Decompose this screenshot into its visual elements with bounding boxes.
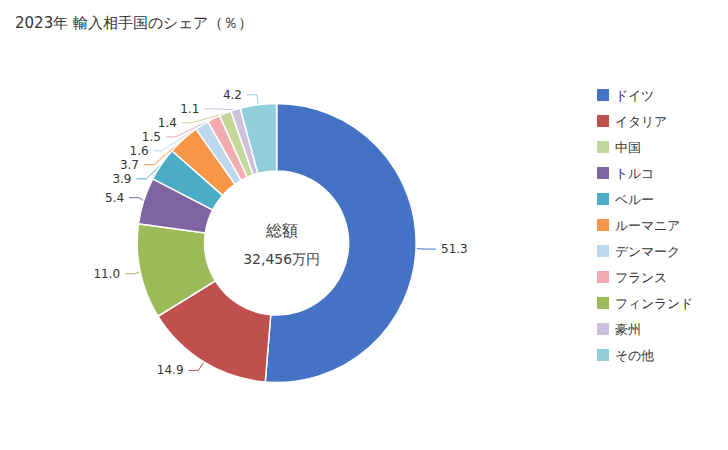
svg-text:ベルー: ベルー bbox=[615, 192, 654, 207]
svg-text:51.3: 51.3 bbox=[441, 242, 468, 256]
svg-text:その他: その他 bbox=[615, 348, 654, 363]
svg-text:デンマーク: デンマーク bbox=[615, 244, 680, 259]
svg-text:フィンランド: フィンランド bbox=[615, 296, 693, 311]
svg-text:4.2: 4.2 bbox=[223, 88, 242, 102]
svg-text:1.6: 1.6 bbox=[129, 144, 148, 158]
svg-text:11.0: 11.0 bbox=[93, 267, 120, 281]
svg-text:総額: 総額 bbox=[265, 221, 298, 240]
svg-text:1.5: 1.5 bbox=[142, 130, 161, 144]
svg-text:14.9: 14.9 bbox=[157, 363, 184, 377]
svg-text:ルーマニア: ルーマニア bbox=[615, 218, 680, 233]
svg-text:32,456万円: 32,456万円 bbox=[243, 251, 320, 267]
svg-text:3.7: 3.7 bbox=[120, 158, 139, 172]
svg-text:ドイツ: ドイツ bbox=[615, 88, 654, 103]
svg-text:1.4: 1.4 bbox=[158, 116, 177, 130]
svg-text:3.9: 3.9 bbox=[112, 172, 131, 186]
svg-text:5.4: 5.4 bbox=[105, 191, 124, 205]
svg-text:イタリア: イタリア bbox=[615, 114, 667, 129]
svg-text:豪州: 豪州 bbox=[615, 322, 641, 337]
svg-text:1.1: 1.1 bbox=[180, 102, 199, 116]
svg-text:中国: 中国 bbox=[615, 140, 641, 155]
svg-text:フランス: フランス bbox=[615, 270, 667, 285]
svg-text:トルコ: トルコ bbox=[615, 166, 654, 181]
svg-text:2023年 輸入相手国のシェア（％）: 2023年 輸入相手国のシェア（％） bbox=[15, 14, 253, 32]
